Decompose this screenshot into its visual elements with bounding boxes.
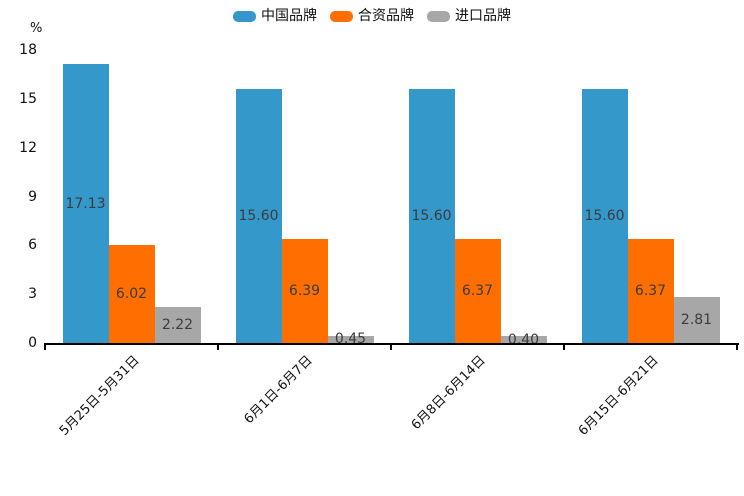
bar-value-label: 6.02 xyxy=(115,286,148,302)
bar-value-label: 0.45 xyxy=(334,331,367,348)
bar-合资品牌-1 xyxy=(108,245,155,343)
legend-item-中国品牌: 中国品牌 xyxy=(233,9,317,23)
y-tick-label: 15 xyxy=(19,90,37,107)
x-tick-mark xyxy=(563,345,565,350)
bar-value-label: 17.13 xyxy=(65,195,106,212)
bar-中国品牌-1 xyxy=(62,64,109,343)
bar-进口品牌-3 xyxy=(500,336,547,343)
bar-合资品牌-4 xyxy=(627,239,674,343)
legend-swatch-icon xyxy=(427,10,450,22)
bar-value-label: 6.37 xyxy=(461,283,494,300)
bar-value-label: 2.22 xyxy=(161,316,194,333)
bar-中国品牌-4 xyxy=(581,89,628,343)
x-category-label: 6月1日-6月7日 xyxy=(241,353,316,428)
x-category-label: 6月8日-6月14日 xyxy=(408,353,489,433)
bar-进口品牌-1 xyxy=(154,306,201,343)
y-tick-label: 6 xyxy=(28,237,37,254)
legend-swatch-icon xyxy=(233,10,256,22)
y-axis-unit-label: % xyxy=(30,21,43,36)
bar-中国品牌-2 xyxy=(235,89,282,343)
y-tick-label: 0 xyxy=(28,335,37,351)
x-axis-line xyxy=(44,343,739,345)
bar-value-label: 6.37 xyxy=(634,283,667,300)
bar-中国品牌-3 xyxy=(408,89,455,343)
legend-label: 合资品牌 xyxy=(358,8,414,24)
y-tick-label: 3 xyxy=(28,286,37,303)
y-tick-label: 18 xyxy=(19,42,37,58)
bar-value-label: 15.60 xyxy=(584,208,625,225)
legend-label: 进口品牌 xyxy=(455,8,511,24)
legend-item-合资品牌: 合资品牌 xyxy=(330,9,414,23)
bar-value-label: 15.60 xyxy=(238,208,279,225)
y-tick-label: 9 xyxy=(28,188,37,205)
bar-进口品牌-4 xyxy=(673,297,720,343)
bar-value-label: 0.40 xyxy=(507,331,540,348)
x-tick-mark xyxy=(736,345,738,350)
bar-进口品牌-2 xyxy=(327,335,374,343)
legend-item-进口品牌: 进口品牌 xyxy=(427,9,511,23)
bar-value-label: 2.81 xyxy=(680,312,713,329)
x-tick-mark xyxy=(44,345,46,350)
x-category-label: 5月25日-5月31日 xyxy=(56,353,143,439)
bar-value-label: 6.39 xyxy=(288,282,321,299)
legend-swatch-icon xyxy=(330,10,353,22)
x-category-label: 6月15日-6月21日 xyxy=(575,353,662,439)
y-tick-label: 12 xyxy=(19,139,37,156)
legend-label: 中国品牌 xyxy=(261,8,317,24)
bar-合资品牌-2 xyxy=(281,238,328,343)
bar-value-label: 15.60 xyxy=(411,208,452,225)
bar-合资品牌-3 xyxy=(454,239,501,343)
legend: 中国品牌 合资品牌 进口品牌 xyxy=(0,6,744,26)
x-tick-mark xyxy=(217,345,219,350)
x-tick-mark xyxy=(390,345,392,350)
